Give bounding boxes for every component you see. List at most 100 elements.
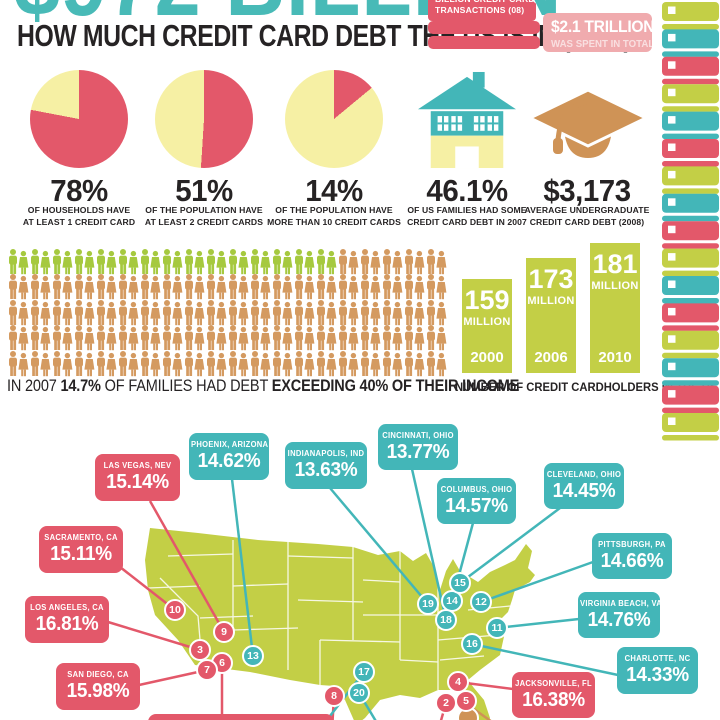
couple-icon bbox=[273, 350, 293, 376]
couple-icon bbox=[361, 325, 381, 351]
couple-icon bbox=[185, 350, 205, 376]
stat-desc-line1: OF HOUSEHOLDS HAVE bbox=[27, 205, 131, 215]
couple-icon bbox=[31, 274, 51, 300]
leader-line bbox=[471, 642, 619, 677]
couple-icon bbox=[295, 299, 315, 325]
couple-icon bbox=[383, 249, 403, 275]
couple-icon bbox=[405, 249, 425, 275]
map-marker-7: 7 bbox=[196, 659, 218, 681]
couple-icon bbox=[141, 299, 161, 325]
couple-icon bbox=[75, 274, 95, 300]
city-value: 14.45% bbox=[552, 480, 616, 502]
city-value: 15.14% bbox=[106, 471, 169, 493]
caption-part: EXCEEDING 40% OF THEIR INCOME bbox=[271, 377, 520, 395]
couple-icon bbox=[405, 350, 425, 376]
stat-desc-1: OF THE POPULATION HAVE AT LEAST 2 CREDIT … bbox=[124, 205, 284, 228]
transactions-label: BILLION CREDIT CARD TRANSACTIONS (08) bbox=[428, 0, 536, 21]
bar-unit: MILLION bbox=[463, 316, 511, 328]
city-callout-indianapolis-ind: INDIANAPOLIS, IND 13.63% bbox=[285, 442, 367, 489]
couple-icon bbox=[75, 325, 95, 351]
couple-icon bbox=[427, 350, 447, 376]
total-spent-badge: $2.1 TRILLION WAS SPENT IN TOTAL bbox=[543, 13, 655, 52]
caption-part: IN 2007 bbox=[7, 377, 61, 395]
couple-icon bbox=[31, 299, 51, 325]
couple-icon bbox=[97, 274, 117, 300]
couple-icon bbox=[9, 299, 29, 325]
city-callout-phoenix-arizona: PHOENIX, ARIZONA 14.62% bbox=[189, 433, 269, 480]
couple-icon bbox=[75, 299, 95, 325]
couple-icon bbox=[119, 274, 139, 300]
pie-population-10cards bbox=[285, 70, 383, 168]
couple-icon bbox=[185, 299, 205, 325]
couple-icon bbox=[339, 350, 359, 376]
bar-year: 2006 bbox=[534, 349, 568, 366]
caption-part: OF FAMILIES HAD DEBT bbox=[100, 377, 272, 395]
city-value: 13.77% bbox=[386, 441, 450, 463]
couple-icon bbox=[405, 274, 425, 300]
city-callout-cleveland-ohio: CLEVELAND, OHIO 14.45% bbox=[544, 463, 624, 509]
couple-icon bbox=[53, 350, 73, 376]
couple-icon bbox=[163, 249, 183, 275]
city-name: PHOENIX, ARIZONA bbox=[191, 440, 269, 449]
couple-icon bbox=[31, 325, 51, 351]
city-callout-charlotte-nc: CHARLOTTE, NC 14.33% bbox=[617, 647, 698, 694]
city-callout-partial bbox=[148, 714, 334, 720]
city-callout-virginia-beach-va: VIRGINIA BEACH, VA 14.76% bbox=[578, 592, 662, 638]
city-name: CINCINNATI, OHIO bbox=[382, 431, 454, 440]
stat-desc-4: AVERAGE UNDERGRADUATE CREDIT CARD DEBT (2… bbox=[507, 205, 667, 228]
leader-line bbox=[496, 617, 580, 630]
couple-icon bbox=[53, 299, 73, 325]
city-value: 14.62% bbox=[197, 450, 261, 472]
city-callout-jacksonville-fl: JACKSONVILLE, FL 16.38% bbox=[512, 672, 595, 718]
couple-icon bbox=[339, 274, 359, 300]
couple-icon bbox=[251, 249, 271, 275]
stat-value-4: $3,173 bbox=[543, 173, 631, 208]
couple-icon bbox=[207, 249, 227, 275]
city-name: CHARLOTTE, NC bbox=[624, 654, 691, 663]
map-marker-2: 2 bbox=[435, 692, 457, 714]
couple-icon bbox=[229, 325, 249, 351]
couple-icon bbox=[207, 299, 227, 325]
city-value: 15.98% bbox=[66, 680, 130, 702]
city-name: JACKSONVILLE, FL bbox=[515, 679, 592, 688]
map-marker-19: 19 bbox=[417, 593, 439, 615]
couple-icon bbox=[383, 299, 403, 325]
stat-desc-line2: MORE THAN 10 CREDIT CARDS bbox=[267, 216, 401, 227]
couple-icon bbox=[273, 299, 293, 325]
couple-icon bbox=[405, 299, 425, 325]
city-name: LAS VEGAS, NEV bbox=[103, 461, 172, 470]
map-marker-5: 5 bbox=[455, 690, 477, 712]
city-name: PITTSBURGH, PA bbox=[598, 540, 666, 549]
couple-icon bbox=[97, 299, 117, 325]
state-borders bbox=[147, 540, 511, 690]
couple-icon bbox=[295, 274, 315, 300]
city-callout-columbus-ohio: COLUMBUS, OHIO 14.57% bbox=[437, 478, 516, 524]
leader-line bbox=[230, 478, 255, 657]
couple-icon bbox=[251, 325, 271, 351]
couple-icon bbox=[9, 325, 29, 351]
city-callout-los-angeles-ca: LOS ANGELES, CA 16.81% bbox=[25, 596, 109, 643]
couple-icon bbox=[339, 249, 359, 275]
couple-icon bbox=[185, 274, 205, 300]
map-marker-11: 11 bbox=[486, 617, 508, 639]
couple-icon bbox=[295, 350, 315, 376]
bar-value: 181 bbox=[592, 249, 638, 279]
bar-unit: MILLION bbox=[527, 295, 575, 307]
map-marker-17: 17 bbox=[353, 661, 375, 683]
couple-icon bbox=[251, 274, 271, 300]
city-value: 16.38% bbox=[522, 689, 585, 711]
couple-icon bbox=[141, 249, 161, 275]
couple-icon bbox=[361, 249, 381, 275]
map-marker-10: 10 bbox=[164, 599, 186, 621]
cardholders-bar-2010: 181 MILLION 2010 bbox=[590, 243, 640, 373]
couple-icon bbox=[119, 325, 139, 351]
couple-icon bbox=[317, 249, 337, 275]
stat-desc-2: OF THE POPULATION HAVE MORE THAN 10 CREDI… bbox=[254, 205, 414, 228]
couple-icon bbox=[251, 350, 271, 376]
bar-value: 159 bbox=[464, 285, 510, 315]
map-marker-8: 8 bbox=[323, 685, 345, 707]
couple-icon bbox=[163, 350, 183, 376]
couple-icon bbox=[339, 299, 359, 325]
